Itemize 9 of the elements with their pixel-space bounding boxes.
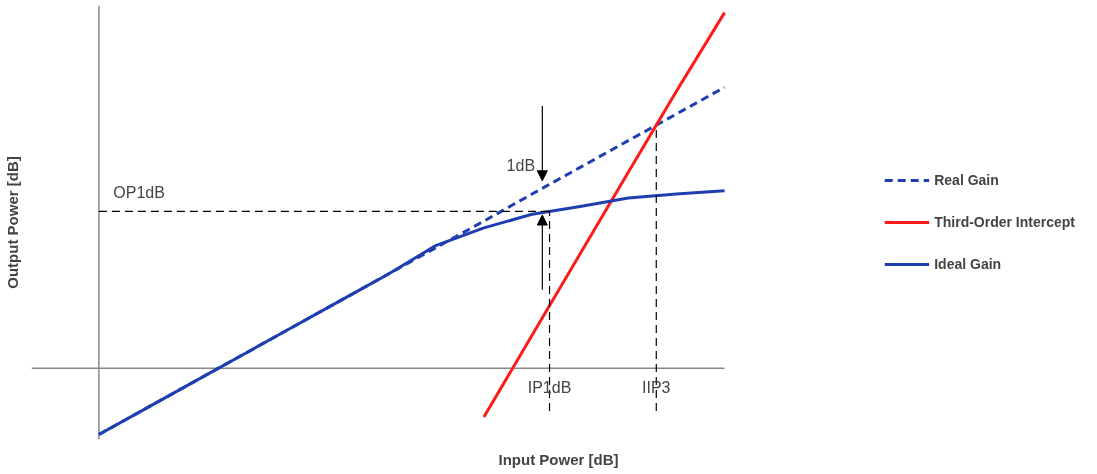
annotation: IIP3 [642,379,671,397]
legend-label: Third-Order Intercept [934,214,1075,230]
legend-label: Real Gain [934,172,1000,188]
ref-line-label: OP1dB [113,183,165,201]
annotation: 1dB [506,156,536,174]
x-axis-title: Input Power [dB] [498,450,619,468]
y-axis-title: Output Power [dB] [3,156,21,289]
legend-label: Ideal Gain [934,256,1003,272]
annotation: IP1dB [527,379,572,397]
